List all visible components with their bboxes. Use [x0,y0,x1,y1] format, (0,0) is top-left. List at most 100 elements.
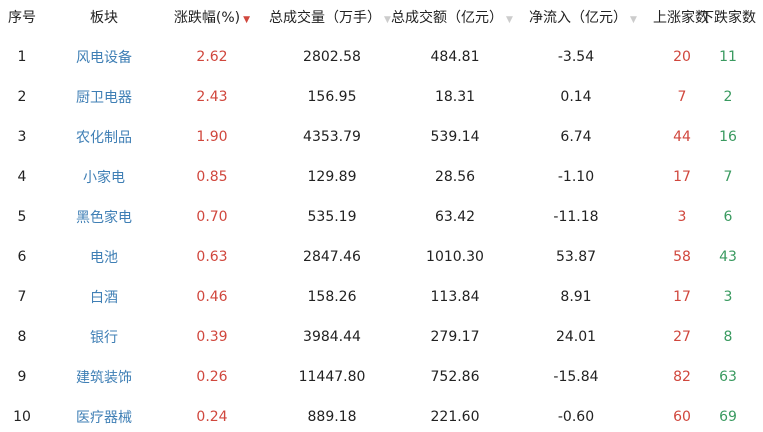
cell-rank: 5 [17,209,27,225]
table-row[interactable]: 4 小家电 0.85 129.89 28.56 -1.10 17 7 [0,157,763,197]
cell-up: 60 [673,409,691,425]
cell-inflow: -11.18 [553,209,599,225]
header-volume-label: 总成交量（万手） [269,10,382,26]
cell-up: 7 [677,89,687,105]
header-amount-label: 总成交额（亿元） [391,10,504,26]
cell-rank: 7 [17,289,27,305]
cell-change: 2.43 [196,89,228,105]
cell-amount: 484.81 [430,49,480,65]
table-header: 序号 板块 涨跌幅(%) ▼ 总成交量（万手） ▼ 总成交额（亿元） ▼ 净流入（亿元… [0,0,763,34]
cell-up: 3 [677,209,687,225]
header-volume[interactable]: 总成交量（万手） ▼ [269,7,391,27]
header-sector: 板块 [90,10,118,26]
cell-sector[interactable]: 黑色家电 [76,210,132,226]
cell-down: 11 [719,49,737,65]
cell-amount: 279.17 [430,329,480,345]
cell-sector[interactable]: 风电设备 [76,50,132,66]
cell-amount: 28.56 [434,169,476,185]
cell-rank: 8 [17,329,27,345]
table-row[interactable]: 1 风电设备 2.62 2802.58 484.81 -3.54 20 11 [0,37,763,77]
cell-up: 58 [673,249,691,265]
table-row[interactable]: 5 黑色家电 0.70 535.19 63.42 -11.18 3 6 [0,197,763,237]
cell-sector[interactable]: 小家电 [83,170,125,186]
header-up-count: 上涨家数 [653,10,709,26]
table-row[interactable]: 9 建筑装饰 0.26 11447.80 752.86 -15.84 82 63 [0,357,763,397]
sort-desc-icon[interactable]: ▼ [243,15,251,25]
cell-sector[interactable]: 建筑装饰 [76,370,132,386]
cell-sector[interactable]: 厨卫电器 [76,90,132,106]
cell-up: 17 [673,169,691,185]
cell-down: 7 [723,169,733,185]
cell-rank: 2 [17,89,27,105]
header-rank: 序号 [8,10,36,26]
cell-change: 2.62 [196,49,228,65]
cell-change: 0.24 [196,409,228,425]
cell-change: 0.26 [196,369,228,385]
cell-inflow: -0.60 [557,409,595,425]
cell-down: 69 [719,409,737,425]
cell-up: 44 [673,129,691,145]
cell-volume: 2847.46 [303,249,361,265]
cell-sector[interactable]: 白酒 [90,290,118,306]
cell-inflow: -15.84 [553,369,599,385]
cell-sector[interactable]: 银行 [90,330,118,346]
cell-sector[interactable]: 医疗器械 [76,410,132,426]
header-down-count: 下跌家数 [700,10,756,26]
cell-change: 0.85 [196,169,228,185]
sort-icon[interactable]: ▼ [630,15,637,25]
cell-volume: 535.19 [307,209,357,225]
cell-inflow: 8.91 [560,289,592,305]
cell-change: 0.63 [196,249,228,265]
cell-volume: 889.18 [307,409,357,425]
sort-icon[interactable]: ▼ [384,15,391,25]
cell-change: 1.90 [196,129,228,145]
cell-inflow: 6.74 [560,129,592,145]
cell-volume: 2802.58 [303,49,361,65]
cell-rank: 10 [13,409,31,425]
cell-amount: 221.60 [430,409,480,425]
table-row[interactable]: 8 银行 0.39 3984.44 279.17 24.01 27 8 [0,317,763,357]
table-row[interactable]: 10 医疗器械 0.24 889.18 221.60 -0.60 60 69 [0,397,763,432]
cell-change: 0.39 [196,329,228,345]
cell-down: 43 [719,249,737,265]
cell-up: 82 [673,369,691,385]
cell-volume: 3984.44 [303,329,361,345]
header-change-label: 涨跌幅(%) [173,10,241,26]
table-row[interactable]: 2 厨卫电器 2.43 156.95 18.31 0.14 7 2 [0,77,763,117]
cell-down: 2 [723,89,733,105]
cell-amount: 1010.30 [426,249,484,265]
table-row[interactable]: 3 农化制品 1.90 4353.79 539.14 6.74 44 16 [0,117,763,157]
cell-amount: 539.14 [430,129,480,145]
cell-up: 20 [673,49,691,65]
cell-rank: 3 [17,129,27,145]
sort-icon[interactable]: ▼ [506,15,513,25]
cell-up: 17 [673,289,691,305]
cell-inflow: 0.14 [560,89,592,105]
cell-amount: 63.42 [434,209,476,225]
cell-sector[interactable]: 电池 [90,250,118,266]
cell-rank: 6 [17,249,27,265]
cell-rank: 9 [17,369,27,385]
cell-amount: 752.86 [430,369,480,385]
table-row[interactable]: 6 电池 0.63 2847.46 1010.30 53.87 58 43 [0,237,763,277]
header-inflow[interactable]: 净流入（亿元） ▼ [529,7,637,27]
cell-sector[interactable]: 农化制品 [76,130,132,146]
cell-volume: 11447.80 [298,369,366,385]
cell-inflow: -3.54 [557,49,595,65]
cell-down: 63 [719,369,737,385]
cell-volume: 158.26 [307,289,357,305]
header-inflow-label: 净流入（亿元） [529,10,628,26]
cell-volume: 156.95 [307,89,357,105]
header-amount[interactable]: 总成交额（亿元） ▼ [391,7,513,27]
cell-volume: 129.89 [307,169,357,185]
cell-inflow: 53.87 [555,249,597,265]
cell-inflow: 24.01 [555,329,597,345]
table-row[interactable]: 7 白酒 0.46 158.26 113.84 8.91 17 3 [0,277,763,317]
header-change[interactable]: 涨跌幅(%) ▼ [174,7,250,27]
cell-amount: 113.84 [430,289,480,305]
cell-down: 6 [723,209,733,225]
cell-down: 8 [723,329,733,345]
cell-volume: 4353.79 [303,129,361,145]
cell-change: 0.70 [196,209,228,225]
